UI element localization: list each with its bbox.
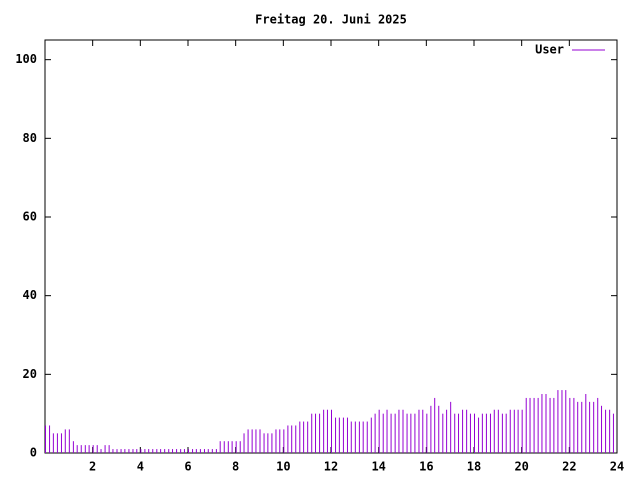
x-tick-label: 24: [610, 460, 624, 474]
y-tick-label: 100: [15, 52, 37, 66]
y-tick-label: 80: [23, 131, 37, 145]
x-tick-label: 6: [184, 460, 191, 474]
x-tick-label: 20: [514, 460, 528, 474]
y-tick-label: 60: [23, 210, 37, 224]
chart-title: Freitag 20. Juni 2025: [255, 13, 407, 27]
legend-label: User: [535, 43, 564, 57]
y-tick-label: 0: [30, 446, 37, 460]
x-tick-label: 2: [89, 460, 96, 474]
x-tick-label: 4: [137, 460, 144, 474]
x-tick-label: 12: [324, 460, 338, 474]
x-tick-label: 18: [467, 460, 481, 474]
x-tick-label: 22: [562, 460, 576, 474]
x-tick-label: 8: [232, 460, 239, 474]
x-tick-label: 16: [419, 460, 433, 474]
x-tick-label: 10: [276, 460, 290, 474]
y-tick-label: 20: [23, 367, 37, 381]
x-tick-label: 14: [371, 460, 385, 474]
y-tick-label: 40: [23, 288, 37, 302]
